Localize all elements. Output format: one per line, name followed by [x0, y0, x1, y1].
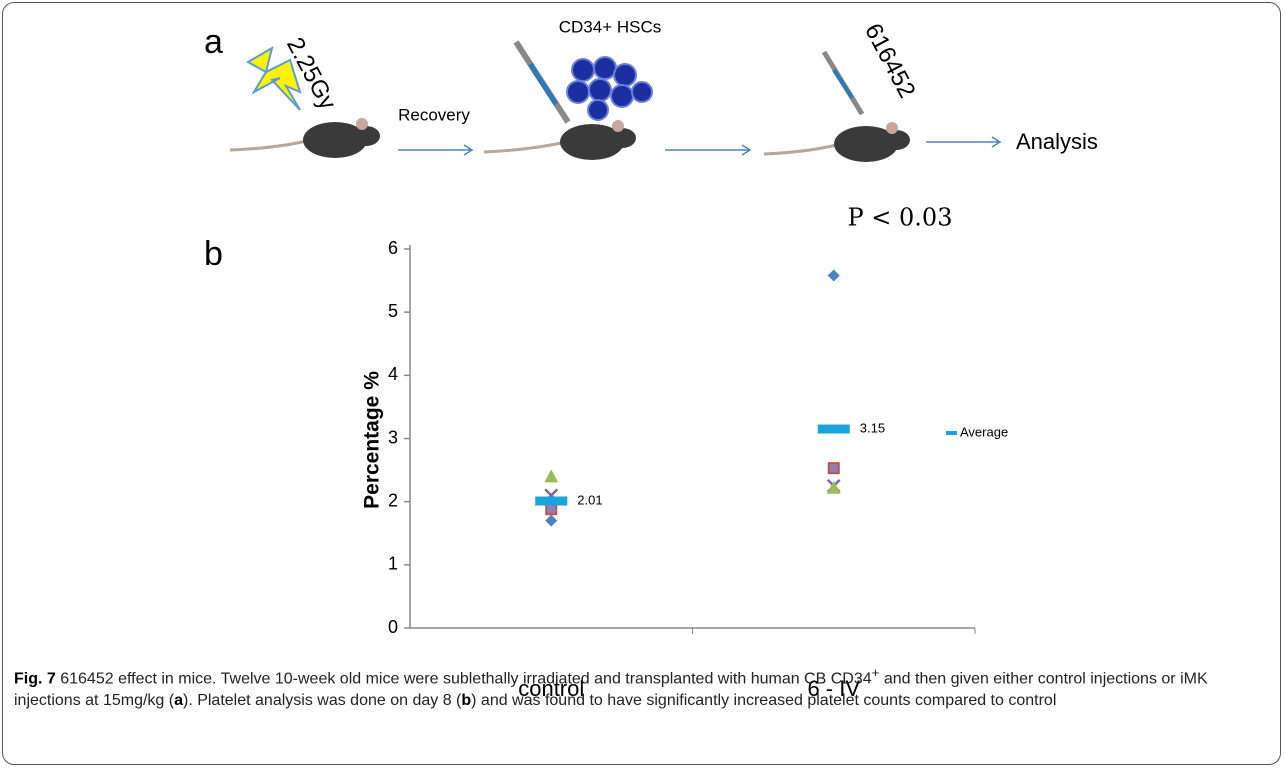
mouse-icon	[230, 118, 380, 158]
caption-ref: b	[461, 692, 471, 709]
caption-text: ). Platelet analysis was done on day 8 (	[183, 692, 461, 709]
caption-text: ) and was found to have significantly in…	[471, 692, 1056, 709]
syringe-icon	[824, 52, 862, 114]
point	[828, 270, 840, 282]
y-tick-label: 1	[388, 554, 398, 574]
step-label: Analysis	[1016, 129, 1098, 154]
point	[818, 425, 850, 434]
compound-label: 616452	[859, 19, 920, 102]
cells-icon	[567, 57, 652, 120]
y-tick-label: 0	[388, 617, 398, 637]
figure: a 2.25Gy Recovery CD34+ HSCs 616452 Anal…	[0, 0, 1285, 769]
syringe-icon	[516, 42, 568, 122]
page: a 2.25Gy Recovery CD34+ HSCs 616452 Anal…	[0, 0, 1285, 769]
point	[546, 504, 556, 514]
caption: Fig. 7 616452 effect in mice. Twelve 10-…	[14, 662, 1272, 712]
y-axis-label: Percentage %	[361, 371, 384, 509]
point	[829, 463, 839, 473]
point	[535, 497, 567, 506]
data-label: 2.01	[577, 492, 602, 507]
y-tick-label: 4	[388, 364, 398, 384]
y-tick-label: 6	[388, 238, 398, 258]
point	[545, 515, 557, 527]
caption-ref: a	[174, 692, 183, 709]
legend-label: Average	[960, 424, 1008, 439]
y-tick-label: 5	[388, 301, 398, 321]
mouse-icon	[764, 122, 910, 162]
legend-swatch	[946, 431, 957, 435]
mouse-icon	[484, 120, 636, 160]
caption-label: Fig. 7	[14, 670, 56, 687]
panel-label: a	[204, 23, 223, 61]
y-tick-label: 3	[388, 427, 398, 447]
point	[544, 469, 558, 482]
annotation: P < 0.03	[848, 204, 953, 232]
cells-label: CD34+ HSCs	[559, 17, 662, 36]
caption-text: 616452 effect in mice. Twelve 10-week ol…	[56, 670, 872, 687]
step-label: Recovery	[398, 105, 470, 124]
panel-label: b	[204, 235, 223, 273]
y-tick-label: 2	[388, 490, 398, 510]
data-label: 3.15	[860, 420, 885, 435]
